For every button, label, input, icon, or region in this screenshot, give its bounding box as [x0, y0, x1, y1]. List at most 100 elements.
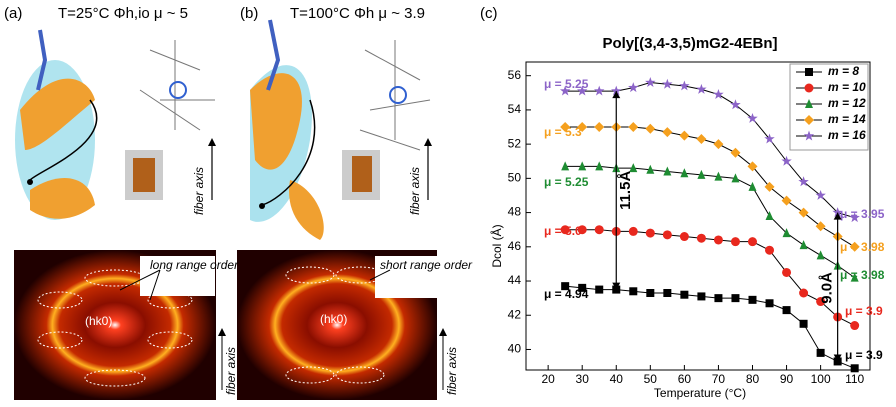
x-tick-label: 90: [780, 372, 794, 386]
y-tick-label: 50: [508, 171, 522, 185]
axis-note: fiber axis: [445, 347, 459, 395]
marker: [697, 292, 705, 300]
marker: [646, 289, 654, 297]
y-tick-label: 48: [508, 205, 522, 219]
marker: [680, 232, 689, 241]
series-line: [565, 230, 855, 326]
y-tick-label: 44: [508, 273, 522, 287]
x-tick-label: 100: [811, 372, 831, 386]
annotation: 9.0Å: [819, 272, 836, 304]
marker: [594, 122, 604, 132]
marker: [645, 77, 655, 87]
x-tick-label: 50: [644, 372, 658, 386]
panel-b-art: [250, 20, 432, 240]
y-tick-label: 42: [508, 307, 522, 321]
marker: [662, 127, 672, 137]
marker: [765, 246, 774, 255]
marker: [731, 237, 740, 246]
diffraction-a: [14, 250, 226, 400]
marker: [679, 80, 689, 90]
marker: [851, 364, 859, 372]
marker: [782, 196, 792, 206]
x-tick-label: 110: [845, 372, 864, 386]
marker: [730, 148, 740, 158]
annotation: μ = 3.95: [840, 207, 885, 221]
marker: [595, 225, 604, 234]
annotation: 11.5Å: [617, 171, 634, 210]
panel-label: (b): [240, 5, 258, 22]
marker: [645, 124, 655, 134]
annotation: μ = 5.0: [544, 224, 582, 238]
marker: [697, 234, 706, 243]
marker: [680, 291, 688, 299]
legend-label: m = 16: [828, 128, 866, 142]
marker: [782, 268, 791, 277]
y-tick-label: 56: [508, 68, 522, 82]
axis-note: fiber axis: [192, 167, 206, 215]
marker: [696, 84, 706, 94]
y-tick-label: 40: [508, 342, 522, 356]
marker: [594, 86, 604, 96]
marker: [799, 208, 809, 218]
marker: [628, 122, 638, 132]
panel-label: (c): [480, 5, 498, 22]
marker: [800, 320, 808, 328]
panel-caption: T=100°C Φh μ ~ 3.9: [290, 5, 425, 22]
marker: [629, 287, 637, 295]
axis-note: fiber axis: [224, 347, 238, 395]
x-tick-label: 80: [746, 372, 760, 386]
chart-title: Poly[(3,4-3,5)mG2-4EBn]: [602, 35, 777, 52]
marker: [800, 240, 808, 249]
x-tick-label: 20: [541, 372, 555, 386]
x-tick-label: 40: [610, 372, 624, 386]
x-axis-label: Temperature (°C): [654, 386, 746, 400]
legend-label: m = 12: [828, 96, 866, 110]
marker: [748, 182, 756, 191]
marker: [731, 294, 739, 302]
y-tick-label: 46: [508, 239, 522, 253]
y-tick-label: 52: [508, 136, 522, 150]
panel-label: (a): [4, 5, 22, 22]
y-tick-label: 54: [508, 102, 522, 116]
annotation: μ = 3.9: [845, 348, 883, 362]
marker: [646, 229, 655, 238]
x-tick-label: 60: [678, 372, 692, 386]
y-axis-label: Dcol (Å): [489, 224, 504, 267]
x-tick-label: 70: [712, 372, 726, 386]
marker: [748, 237, 757, 246]
marker: [816, 221, 826, 231]
marker: [799, 289, 808, 298]
marker: [766, 211, 774, 220]
order-label: long range order: [150, 258, 239, 272]
marker: [815, 190, 825, 200]
figure: (a) T=25°C Φh,io μ ~ 5 fiber axis fiber …: [0, 0, 896, 402]
marker: [679, 131, 689, 141]
marker: [663, 230, 672, 239]
x-tick-label: 30: [576, 372, 590, 386]
legend-label: m = 14: [828, 112, 866, 126]
annotation: μ = 3.98: [840, 268, 885, 282]
marker: [595, 286, 603, 294]
annotation: μ = 5.3: [544, 125, 582, 139]
series-line: [565, 166, 855, 277]
marker: [628, 82, 638, 92]
axis-note: fiber axis: [408, 167, 422, 215]
series-line: [565, 286, 855, 368]
annotation: μ = 5.25: [544, 77, 589, 91]
marker: [714, 235, 723, 244]
marker: [629, 227, 638, 236]
marker: [714, 294, 722, 302]
marker: [696, 134, 706, 144]
order-label: short range order: [380, 258, 473, 272]
marker: [817, 349, 825, 357]
marker: [663, 289, 671, 297]
reflection-label: (hk0): [85, 314, 112, 328]
marker: [662, 79, 672, 89]
marker: [713, 139, 723, 149]
panel-a-art: [15, 30, 216, 220]
marker: [748, 296, 756, 304]
annotation: μ = 3.9: [845, 304, 883, 318]
panel-caption: T=25°C Φh,io μ ~ 5: [58, 5, 188, 22]
marker: [747, 113, 757, 123]
annotation: μ = 4.94: [544, 287, 589, 301]
